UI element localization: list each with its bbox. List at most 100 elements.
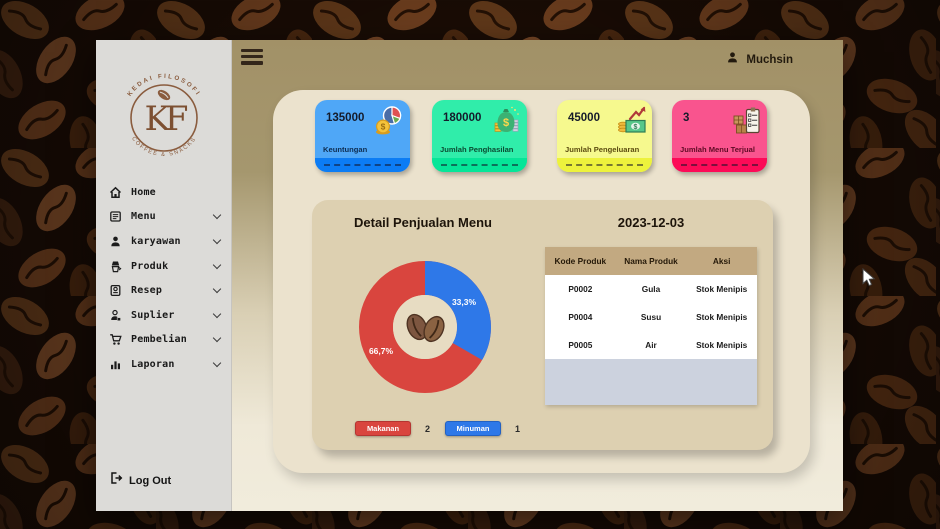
stat-label: Keuntungan: [323, 145, 368, 154]
column-header-aksi: Aksi: [712, 256, 731, 266]
stat-value: 45000: [568, 112, 600, 124]
svg-text:COFFEE & SNACKS: COFFEE & SNACKS: [130, 136, 198, 158]
donut-label-makanan: 66,7%: [369, 346, 394, 356]
hamburger-menu-button[interactable]: [241, 49, 263, 68]
cell-aksi: Stok Menipis: [696, 312, 748, 322]
chevron-down-icon: [212, 358, 222, 368]
svg-text:$: $: [381, 122, 386, 132]
stat-value: 3: [683, 112, 690, 124]
logo-monogram: KF: [145, 99, 188, 139]
stat-card-penghasilan: 180000 $: [432, 100, 527, 172]
legend-count-minuman: 1: [515, 423, 521, 434]
sidebar: KEDAI FILOSOFI COFFEE & SNACKS KF: [96, 40, 232, 511]
bar-chart-icon: [109, 358, 123, 371]
stat-label: Jumlah Penghasilan: [440, 145, 514, 154]
table-row: P0002 Gula Stok Menipis: [545, 275, 757, 303]
table-row: P0004 Susu Stok Menipis: [545, 303, 757, 331]
detail-title: Detail Penjualan Menu: [354, 215, 492, 230]
sidebar-nav: Home Menu karyawan: [96, 180, 232, 377]
sidebar-item-laporan[interactable]: Laporan: [96, 352, 232, 377]
table-body: P0002 Gula Stok Menipis P0004 Susu Stok …: [545, 275, 757, 359]
cell-nama: Gula: [641, 284, 661, 294]
column-header-nama-produk: Nama Produk: [624, 256, 678, 266]
chevron-down-icon: [212, 211, 222, 220]
legend-chip-minuman[interactable]: Minuman: [445, 421, 502, 436]
sidebar-item-label: Produk: [131, 260, 169, 272]
stat-value: 135000: [326, 112, 365, 124]
sidebar-item-label: Menu: [131, 211, 156, 223]
logout-label: Log Out: [129, 474, 172, 487]
user-icon: [726, 51, 739, 69]
sales-detail-panel: Detail Penjualan Menu 2023-12-03: [312, 200, 773, 450]
cell-kode: P0005: [568, 340, 593, 350]
coffee-pot-icon: [109, 260, 123, 273]
svg-text:$: $: [634, 124, 638, 131]
stat-label: Jumlah Menu Terjual: [680, 145, 755, 154]
cart-icon: [109, 333, 123, 346]
pie-chart-coin-icon: $: [370, 103, 406, 144]
chevron-down-icon: [212, 334, 222, 343]
sidebar-item-label: Suplier: [131, 309, 175, 321]
chevron-down-icon: [212, 235, 222, 245]
chevron-down-icon: [212, 284, 222, 294]
content-panel: 135000 $ Keuntungan: [273, 90, 810, 473]
logo-bean-icon: [157, 89, 171, 101]
sidebar-item-label: karyawan: [131, 235, 181, 247]
username-label: Muchsin: [746, 54, 793, 66]
column-header-kode-produk: Kode Produk: [554, 256, 607, 266]
stat-card-keuntungan: 135000 $ Keuntungan: [315, 100, 410, 172]
user-menu[interactable]: Muchsin: [726, 51, 793, 69]
money-bag-icon: $: [487, 103, 523, 144]
chart-legend: Makanan 2 Minuman 1: [355, 421, 535, 436]
cell-kode: P0004: [568, 312, 593, 322]
donut-segment-minuman: [359, 261, 491, 393]
order-clipboard-icon: [727, 103, 763, 144]
main-area: Muchsin 135000 $: [232, 40, 843, 511]
table-row: P0005 Air Stok Menipis: [545, 331, 757, 359]
sidebar-item-menu[interactable]: Menu: [96, 205, 232, 230]
donut-label-minuman: 33,3%: [452, 297, 477, 307]
recipe-icon: [109, 284, 123, 297]
sidebar-item-pembelian[interactable]: Pembelian: [96, 328, 232, 353]
logo-arc-bottom-text: COFFEE & SNACKS: [130, 136, 196, 158]
sales-donut-chart: 33,3% 66,7%: [359, 261, 491, 393]
legend-chip-makanan[interactable]: Makanan: [355, 421, 411, 436]
sidebar-item-home[interactable]: Home: [96, 180, 232, 205]
logout-icon: [109, 471, 123, 490]
card-dashed-line: [323, 164, 402, 166]
detail-date: 2023-12-03: [617, 215, 685, 230]
cell-kode: P0002: [568, 284, 593, 294]
sidebar-item-produk[interactable]: Produk: [96, 254, 232, 279]
stat-card-pengeluaran: 45000 $ Jumlah Pengelua: [557, 100, 652, 172]
sidebar-item-label: Home: [131, 186, 156, 198]
cell-aksi: Stok Menipis: [696, 284, 748, 294]
card-dashed-line: [565, 164, 644, 166]
employee-icon: [109, 235, 123, 248]
cell-nama: Air: [645, 340, 657, 350]
low-stock-table: Kode Produk Nama Produk Aksi P0002 Gula …: [545, 247, 757, 405]
home-icon: [109, 186, 123, 199]
legend-count-makanan: 2: [425, 423, 431, 434]
coffee-beans-icon: [406, 313, 445, 343]
svg-text:$: $: [503, 117, 509, 129]
sidebar-item-suplier[interactable]: Suplier: [96, 303, 232, 328]
brand-logo: KEDAI FILOSOFI COFFEE & SNACKS KF: [108, 62, 220, 174]
card-dashed-line: [680, 164, 759, 166]
sidebar-item-resep[interactable]: Resep: [96, 278, 232, 303]
chevron-down-icon: [212, 309, 222, 319]
cell-nama: Susu: [640, 312, 662, 322]
cell-aksi: Stok Menipis: [696, 340, 748, 350]
app-window: KEDAI FILOSOFI COFFEE & SNACKS KF: [96, 40, 843, 511]
sidebar-item-label: Laporan: [131, 358, 175, 370]
stat-value: 180000: [443, 112, 482, 124]
card-dashed-line: [440, 164, 519, 166]
chevron-down-icon: [212, 260, 222, 269]
stat-label: Jumlah Pengeluaran: [565, 145, 640, 154]
logout-button[interactable]: Log Out: [109, 471, 171, 490]
menu-book-icon: [109, 210, 123, 223]
stat-card-menu-terjual: 3: [672, 100, 767, 172]
supplier-icon: [109, 309, 123, 322]
sidebar-item-karyawan[interactable]: karyawan: [96, 229, 232, 254]
sidebar-item-label: Pembelian: [131, 334, 187, 346]
